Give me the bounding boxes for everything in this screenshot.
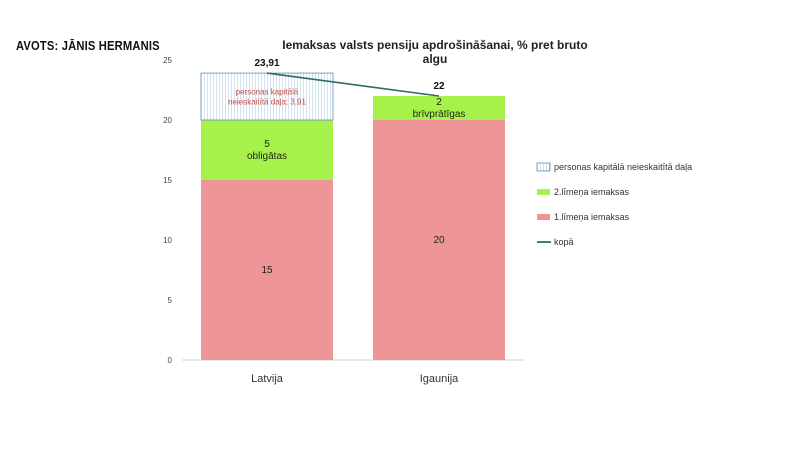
legend-label: 1.līmeņa iemaksas — [554, 212, 630, 222]
legend-swatch-hatch — [536, 162, 551, 172]
bar-segment-first — [373, 120, 505, 360]
y-tick-label: 25 — [163, 56, 172, 65]
legend-swatch — [537, 189, 550, 195]
x-category-label: Igaunija — [420, 373, 459, 385]
y-tick-label: 10 — [163, 236, 172, 245]
chart-title: Iemaksas valsts pensiju apdrošināšanai, … — [282, 38, 588, 66]
total-line — [266, 72, 440, 97]
data-label-first: 20 — [433, 235, 445, 246]
data-label-capital: neieskaitītā daļa; 3,91 — [228, 98, 306, 107]
y-tick-label: 15 — [163, 176, 172, 185]
x-category-label: Latvija — [251, 373, 284, 385]
data-label-second: brīvprātīgas — [413, 109, 466, 120]
bar-segment-second — [201, 120, 333, 180]
y-tick-label: 0 — [168, 356, 173, 365]
y-tick-label: 5 — [168, 296, 173, 305]
source-credit: AVOTS: JĀNIS HERMANIS — [16, 38, 160, 53]
legend-swatch — [537, 214, 550, 220]
bar-segment-first — [201, 180, 333, 360]
legend-label: kopā — [554, 237, 574, 247]
data-label-first: 15 — [261, 265, 273, 276]
total-line-layer: 23,91 22 — [254, 58, 445, 97]
data-label-second: 2 — [436, 97, 442, 108]
y-tick-label: 20 — [163, 116, 172, 125]
legend-label: personas kapitālā neieskaitītā daļa — [554, 162, 692, 172]
bar-layer — [200, 72, 505, 360]
legend: personas kapitālā neieskaitītā daļa 2.līm… — [536, 162, 692, 247]
total-value-label: 23,91 — [254, 58, 279, 69]
data-label-second: 5 — [264, 139, 270, 150]
total-value-label: 22 — [433, 81, 445, 92]
data-label-second: obligātas — [247, 151, 287, 162]
legend-label: 2.līmeņa iemaksas — [554, 187, 630, 197]
data-label-capital: personas kapitālā — [236, 88, 299, 97]
bar-segment-second — [373, 96, 505, 120]
bar-segment-capital — [200, 72, 334, 121]
